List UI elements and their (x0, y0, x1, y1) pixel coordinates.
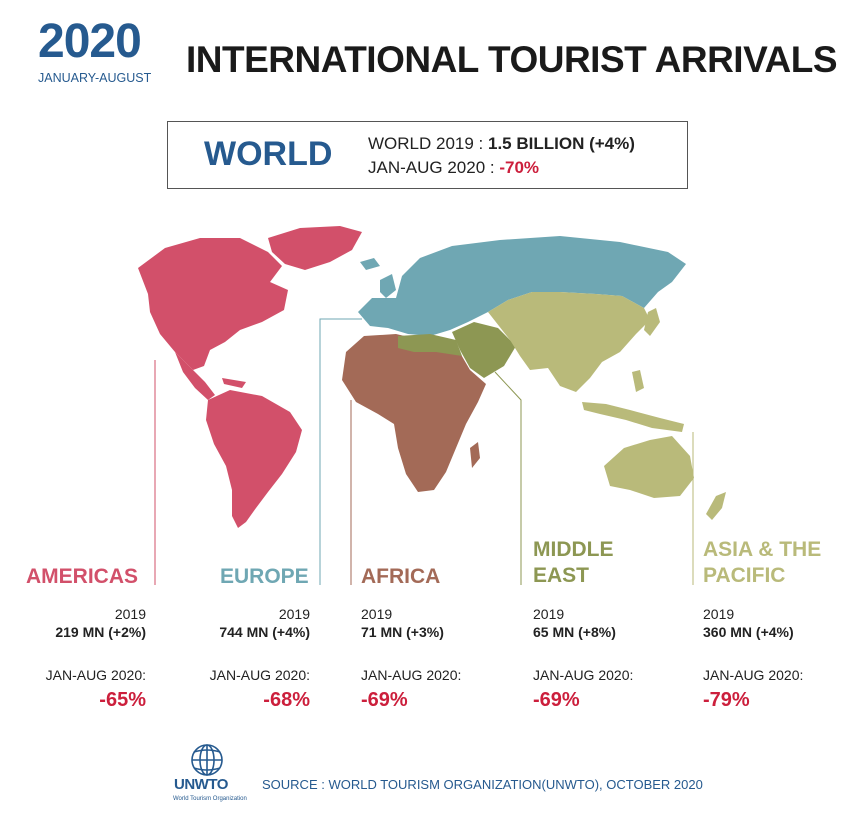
africa-name: AFRICA (361, 565, 441, 588)
world-2020-line: JAN-AUG 2020 : -70% (368, 158, 539, 178)
arabia-shape (452, 322, 516, 378)
africa-region-shape (342, 334, 486, 492)
world-summary-box: WORLD WORLD 2019 : 1.5 BILLION (+4%) JAN… (167, 121, 688, 189)
world-2020-prefix: JAN-AUG 2020 : (368, 158, 500, 177)
period-label: JANUARY-AUGUST (38, 71, 152, 85)
europe-change: -68% (263, 689, 310, 711)
asia-pacific-label: ASIA & THE PACIFIC (703, 537, 821, 589)
africa-year: 2019 (361, 606, 393, 622)
greenland-shape (268, 226, 362, 270)
europe-region-shape (358, 236, 686, 336)
americas-change: -65% (99, 689, 146, 711)
caribbean-shape (222, 378, 246, 388)
source-note: SOURCE : WORLD TOURISM ORGANIZATION(UNWT… (262, 777, 703, 792)
middle-east-year: 2019 (533, 606, 565, 622)
americas-name: AMERICAS (26, 565, 139, 588)
europe-year: 2019 (278, 606, 310, 622)
americas-value: 219 MN (+2%) (55, 624, 146, 640)
north-america-shape (138, 238, 288, 370)
africa-jan-label: JAN-AUG 2020: (361, 667, 462, 683)
world-label: WORLD (204, 135, 333, 173)
asia-pacific-value: 360 MN (+4%) (703, 624, 794, 640)
year-label: 2020 (38, 15, 142, 68)
world-2020-value: -70% (499, 158, 540, 177)
middle-east-name-line1: MIDDLE (533, 538, 614, 561)
asia-pacific-name-line1: ASIA & THE (703, 538, 822, 561)
south-america-shape (206, 390, 302, 528)
middle-east-change: -69% (533, 689, 580, 711)
philippines-shape (632, 370, 644, 392)
north-africa-me-shape (398, 334, 462, 356)
world-2019-prefix: WORLD 2019 : (368, 134, 488, 153)
australia-shape (604, 436, 694, 498)
middle-east-jan-label: JAN-AUG 2020: (533, 667, 634, 683)
africa-value: 71 MN (+3%) (361, 624, 444, 640)
asia-shape (488, 292, 650, 392)
africa-change: -69% (361, 689, 408, 711)
iceland-shape (360, 258, 380, 270)
middle-east-value: 65 MN (+8%) (533, 624, 616, 640)
europe-name: EUROPE (220, 565, 309, 588)
central-america-shape (175, 352, 215, 400)
indonesia-shape (582, 402, 684, 432)
asia-pacific-jan-label: JAN-AUG 2020: (703, 667, 804, 683)
americas-jan-label: JAN-AUG 2020: (45, 667, 146, 683)
africa-shape (342, 334, 486, 492)
madagascar-shape (470, 442, 480, 468)
new-zealand-shape (706, 492, 726, 520)
uk-shape (380, 274, 396, 298)
americas-label: AMERICAS (26, 564, 138, 590)
world-2019-value: 1.5 BILLION (+4%) (488, 134, 635, 153)
japan-shape (644, 308, 660, 336)
europe-value: 744 MN (+4%) (219, 624, 310, 640)
asia-pacific-year: 2019 (703, 606, 735, 622)
page-title: INTERNATIONAL TOURIST ARRIVALS (186, 39, 838, 80)
unwto-globe-logo (191, 744, 223, 776)
middle-east-region-shape (398, 322, 516, 378)
unwto-logo-subtext: World Tourism Organization (173, 796, 247, 802)
asia-pacific-name-line2: PACIFIC (703, 564, 786, 587)
world-2019-line: WORLD 2019 : 1.5 BILLION (+4%) (368, 134, 635, 154)
middle-east-name-line2: EAST (533, 564, 590, 587)
asia-pacific-region-shape (488, 292, 726, 520)
europe-jan-label: JAN-AUG 2020: (209, 667, 310, 683)
eurasia-shape (358, 236, 686, 336)
asia-pacific-change: -79% (703, 689, 750, 711)
middle-east-label: MIDDLE EAST (533, 537, 614, 589)
middle-east-leader-line (494, 371, 522, 585)
unwto-logo-text: UNWTO (174, 776, 228, 793)
americas-region-shape (138, 226, 362, 528)
americas-year: 2019 (114, 606, 146, 622)
africa-label: AFRICA (361, 564, 440, 590)
europe-label: EUROPE (220, 564, 309, 590)
europe-leader-line (319, 318, 362, 585)
